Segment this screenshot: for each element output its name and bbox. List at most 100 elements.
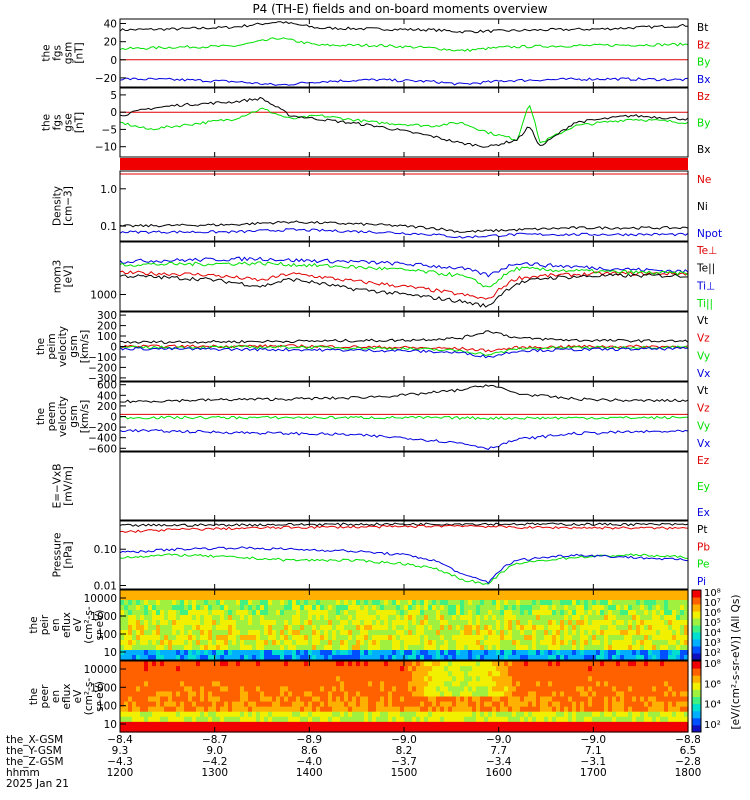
spectrogram-cell <box>224 696 229 703</box>
spectrogram-cell <box>244 676 249 682</box>
spectrogram-cell <box>656 590 661 596</box>
spectrogram-cell <box>236 625 241 631</box>
spectrogram-cell <box>128 676 133 682</box>
spectrogram-cell <box>228 645 233 651</box>
panel-frame <box>119 241 689 312</box>
spectrogram-cell <box>612 681 617 687</box>
spectrogram-cell <box>220 721 225 728</box>
spectrogram-cell <box>208 620 213 626</box>
spectrogram-cell <box>296 691 301 698</box>
spectrogram-cell <box>284 726 289 733</box>
spectrogram-cell <box>144 650 149 656</box>
spectrogram-cell <box>512 726 517 733</box>
spectrogram-cell <box>340 721 345 728</box>
spectrogram-cell <box>308 676 313 682</box>
spectrogram-cell <box>404 726 409 733</box>
spectrogram-cell <box>564 691 569 698</box>
spectrogram-cell <box>176 721 181 728</box>
spectrogram-cell <box>528 635 533 641</box>
spectrogram-cell <box>656 686 661 693</box>
spectrogram-cell <box>424 676 429 682</box>
spectrogram-cell <box>572 686 577 693</box>
spectrogram-cell <box>676 686 681 693</box>
spectrogram-cell <box>660 711 665 718</box>
spectrogram-cell <box>316 645 321 651</box>
spectrogram-cell <box>520 655 525 661</box>
spectrogram-cell <box>608 661 613 667</box>
spectrogram-cell <box>252 620 257 626</box>
spectrogram-cell <box>152 681 157 687</box>
spectrogram-cell <box>520 625 525 631</box>
spectrogram-cell <box>572 600 577 606</box>
spectrogram-cell <box>584 650 589 656</box>
spectrogram-cell <box>156 671 161 677</box>
spectrogram-cell <box>620 711 625 718</box>
spectrogram-cell <box>124 711 129 718</box>
spectrogram-cell <box>204 681 209 687</box>
spectrogram-cell <box>568 620 573 626</box>
spectrogram-cell <box>672 686 677 693</box>
spectrogram-cell <box>656 696 661 703</box>
spectrogram-cell <box>468 625 473 631</box>
spectrogram-cell <box>336 625 341 631</box>
spectrogram-cell <box>164 600 169 606</box>
spectrogram-cell <box>260 691 265 698</box>
spectrogram-cell <box>584 661 589 667</box>
spectrogram-cell <box>364 640 369 646</box>
spectrogram-cell <box>188 671 193 677</box>
spectrogram-cell <box>636 686 641 693</box>
spectrogram-cell <box>540 655 545 661</box>
spectrogram-cell <box>320 691 325 698</box>
spectrogram-cell <box>276 726 281 733</box>
spectrogram-cell <box>128 615 133 621</box>
spectrogram-cell <box>260 701 265 708</box>
spectrogram-cell <box>644 726 649 733</box>
spectrogram-cell <box>668 706 673 713</box>
spectrogram-cell <box>420 645 425 651</box>
spectrogram-cell <box>308 645 313 651</box>
spectrogram-cell <box>148 691 153 698</box>
spectrogram-cell <box>208 686 213 693</box>
spectrogram-cell <box>196 686 201 693</box>
spectrogram-cell <box>348 590 353 596</box>
spectrogram-cell <box>188 661 193 667</box>
spectrogram-cell <box>472 661 477 667</box>
spectrogram-cell <box>560 625 565 631</box>
spectrogram-cell <box>348 625 353 631</box>
spectrogram-cell <box>516 625 521 631</box>
spectrogram-cell <box>136 691 141 698</box>
spectrogram-cell <box>632 666 637 672</box>
spectrogram-cell <box>128 666 133 672</box>
spectrogram-cell <box>232 620 237 626</box>
spectrogram-cell <box>660 640 665 646</box>
spectrogram-cell <box>336 726 341 733</box>
spectrogram-cell <box>192 600 197 606</box>
spectrogram-cell <box>612 645 617 651</box>
spectrogram-cell <box>384 691 389 698</box>
spectrogram-cell <box>300 696 305 703</box>
spectrogram-cell <box>320 635 325 641</box>
spectrogram-cell <box>472 701 477 708</box>
spectrogram-cell <box>352 650 357 656</box>
spectrogram-cell <box>452 615 457 621</box>
spectrogram-cell <box>144 721 149 728</box>
spectrogram-cell <box>444 681 449 687</box>
spectrogram-cell <box>124 600 129 606</box>
spectrogram-cell <box>640 701 645 708</box>
spectrogram-cell <box>412 706 417 713</box>
spectrogram-cell <box>344 711 349 718</box>
spectrogram-cell <box>592 721 597 728</box>
spectrogram-cell <box>192 661 197 667</box>
spectrogram-cell <box>540 696 545 703</box>
spectrogram-cell <box>520 716 525 723</box>
spectrogram-cell <box>192 706 197 713</box>
spectrogram-cell <box>636 726 641 733</box>
spectrogram-cell <box>196 706 201 713</box>
spectrogram-cell <box>472 711 477 718</box>
spectrogram-cell <box>680 615 685 621</box>
spectrogram-cell <box>124 655 129 661</box>
spectrogram-cell <box>448 650 453 656</box>
spectrogram-cell <box>180 726 185 733</box>
spectrogram-cell <box>332 701 337 708</box>
spectrogram-cell <box>300 655 305 661</box>
